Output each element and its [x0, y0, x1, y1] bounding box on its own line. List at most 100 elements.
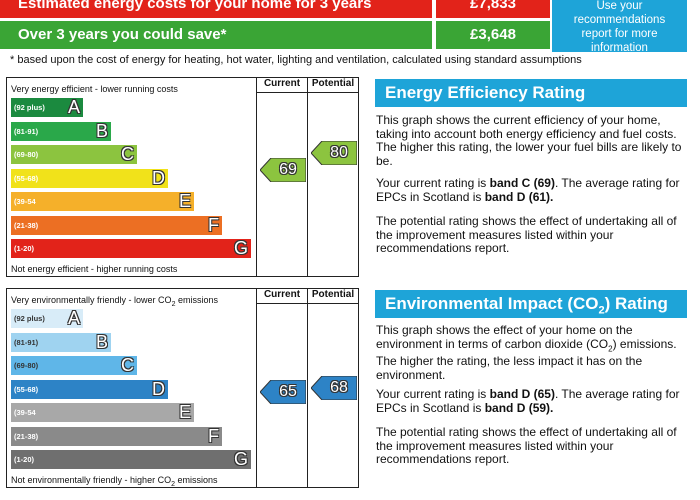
rating-band-e: (39-54 E — [11, 192, 194, 211]
co2-description: This graph shows the effect of your home… — [376, 323, 688, 382]
band-letter: B — [95, 120, 108, 141]
energy-potential-text: The potential rating shows the effect of… — [376, 214, 677, 255]
band-range-label: (69-80) — [14, 150, 39, 159]
energy-description: This graph shows the current efficiency … — [376, 113, 682, 168]
estimated-cost-label: Estimated energy costs for your home for… — [0, 0, 432, 18]
band-letter: F — [208, 214, 219, 235]
column-divider — [256, 289, 257, 487]
rating-band-a: (92 plus) A — [11, 309, 83, 328]
heading-text: ) Rating — [604, 294, 668, 313]
top-caption: Very environmentally friendly - lower CO… — [11, 295, 218, 308]
band-range-label: (69-80) — [14, 361, 39, 370]
text-run: ) emissions. The higher the rating, the … — [376, 336, 677, 382]
caption-text: Very environmentally friendly - lower CO — [11, 295, 172, 305]
caption-text: emissions — [175, 295, 218, 305]
caption-text: Not environmentally friendly - higher CO — [11, 475, 172, 485]
potential-column-header: Potential — [311, 289, 355, 300]
rating-value: 80 — [330, 144, 348, 161]
current-rating-indicator: 69 — [260, 158, 306, 183]
band-letter: E — [178, 191, 191, 211]
potential-rating-indicator: 68 — [311, 375, 357, 400]
energy-current-rating-text: Your current rating is band C (69). The … — [376, 176, 688, 204]
rating-value: 69 — [279, 161, 297, 179]
bottom-caption: Not environmentally friendly - higher CO… — [11, 475, 218, 488]
cost-row-savings: Over 3 years you could save* £3,648 — [0, 21, 550, 49]
band-range-label: (21-38) — [14, 220, 39, 230]
band-letter: B — [95, 331, 108, 352]
rating-band-b: (81-91) B — [11, 331, 111, 352]
header-divider — [256, 92, 358, 93]
text-run: Your current rating is — [376, 387, 490, 401]
recommendations-note: Use your recommendations report for more… — [552, 0, 687, 54]
tip-line: recommendations — [573, 14, 666, 26]
arrow-shape — [311, 141, 357, 165]
band-letter: A — [67, 308, 80, 328]
band-letter: A — [67, 97, 80, 117]
band-range-label: (81-91) — [14, 126, 39, 136]
band-letter: G — [233, 238, 248, 258]
band-letter: E — [178, 402, 191, 422]
header-divider — [256, 303, 358, 304]
current-band: band C (69) — [489, 176, 555, 190]
bottom-caption: Not energy efficient - higher running co… — [11, 264, 178, 274]
top-caption: Very energy efficient - lower running co… — [11, 84, 178, 94]
band-letter: C — [121, 144, 134, 164]
savings-label: Over 3 years you could save* — [0, 21, 432, 49]
rating-band-e: (39-54 E — [11, 403, 194, 422]
text-run: . The average rating for EPCs in Scotlan… — [376, 387, 680, 415]
current-band: band D (65) — [489, 387, 555, 401]
tip-line: Use your — [596, 0, 643, 12]
savings-value: £3,648 — [436, 21, 550, 49]
column-divider — [256, 78, 257, 276]
text-run: This graph shows the effect of your home… — [376, 323, 633, 351]
band-letter: D — [152, 378, 165, 399]
co2-potential-text: The potential rating shows the effect of… — [376, 425, 677, 466]
band-range-label: (55-68) — [14, 173, 39, 183]
rating-band-d: (55-68) D — [11, 378, 168, 399]
environmental-impact-heading: Environmental Impact (CO2) Rating — [375, 290, 687, 318]
potential-rating-indicator: 80 — [311, 141, 357, 165]
current-rating-indicator: 65 — [260, 379, 306, 404]
rating-band-g: (1-20) G — [11, 239, 251, 258]
rating-band-f: (21-38) F — [11, 425, 222, 446]
average-band: band D (61). — [484, 189, 554, 204]
rating-band-c: (69-80) C — [11, 356, 137, 375]
rating-band-c: (69-80) C — [11, 145, 137, 164]
rating-band-f: (21-38) F — [11, 214, 222, 235]
rating-band-d: (55-68) D — [11, 167, 168, 188]
energy-efficiency-heading: Energy Efficiency Rating — [375, 79, 687, 107]
heading-subscript: 2 — [598, 304, 605, 317]
rating-band-g: (1-20) G — [11, 450, 251, 469]
band-range-label: (92 plus) — [14, 103, 45, 112]
caption-subscript: 2 — [171, 300, 176, 308]
cost-footnote: * based upon the cost of energy for heat… — [10, 54, 582, 66]
caption-subscript: 2 — [171, 480, 175, 488]
band-range-label: (21-38) — [14, 431, 39, 441]
band-range-label: (1-20) — [14, 455, 35, 464]
tip-line: information — [591, 42, 648, 54]
rating-value: 65 — [279, 382, 297, 400]
band-range-label: (81-91) — [14, 337, 39, 347]
rating-band-a: (92 plus) A — [11, 98, 83, 117]
heading-text: Environmental Impact (CO — [385, 294, 599, 313]
arrow-shape — [260, 379, 306, 404]
arrow-shape — [311, 375, 357, 400]
potential-column-header: Potential — [311, 78, 355, 89]
co2-current-rating-text: Your current rating is band D (65). The … — [376, 387, 688, 415]
band-range-label: (1-20) — [14, 244, 35, 253]
band-letter: D — [152, 167, 165, 188]
cost-row-3-years: Estimated energy costs for your home for… — [0, 0, 550, 18]
band-letter: F — [208, 425, 219, 446]
band-letter: G — [233, 449, 248, 469]
arrow-shape — [260, 158, 306, 183]
environmental-impact-chart: Current Potential Very environmentally f… — [6, 288, 359, 488]
column-divider — [307, 78, 308, 276]
band-range-label: (39-54 — [14, 408, 36, 417]
current-column-header: Current — [263, 289, 301, 300]
average-band: band D (59). — [484, 400, 554, 415]
text-subscript: 2 — [608, 343, 613, 353]
estimated-cost-value: £7,833 — [436, 0, 550, 18]
current-column-header: Current — [263, 78, 301, 89]
band-range-label: (55-68) — [14, 384, 39, 394]
energy-efficiency-chart: Current Potential Very energy efficient … — [6, 77, 359, 277]
